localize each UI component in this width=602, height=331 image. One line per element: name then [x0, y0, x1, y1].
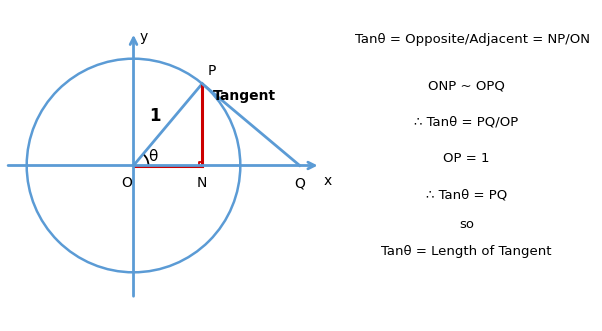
Text: Q: Q — [294, 176, 305, 190]
Text: so: so — [459, 218, 474, 231]
Text: Tanθ = Opposite/Adjacent = NP/ON: Tanθ = Opposite/Adjacent = NP/ON — [355, 33, 590, 46]
Text: θ: θ — [148, 150, 157, 165]
Text: N: N — [197, 176, 207, 190]
Text: P: P — [208, 64, 216, 78]
Text: O: O — [122, 176, 132, 190]
Text: 1: 1 — [149, 107, 161, 125]
Text: x: x — [324, 174, 332, 188]
Text: OP = 1: OP = 1 — [443, 152, 490, 165]
Text: ∴ Tanθ = PQ: ∴ Tanθ = PQ — [426, 189, 507, 202]
Text: y: y — [140, 30, 148, 44]
Text: ∴ Tanθ = PQ/OP: ∴ Tanθ = PQ/OP — [414, 116, 519, 129]
Text: Tanθ = Length of Tangent: Tanθ = Length of Tangent — [381, 245, 552, 258]
Text: Tangent: Tangent — [213, 89, 276, 103]
Text: ONP ~ OPQ: ONP ~ OPQ — [428, 79, 505, 92]
